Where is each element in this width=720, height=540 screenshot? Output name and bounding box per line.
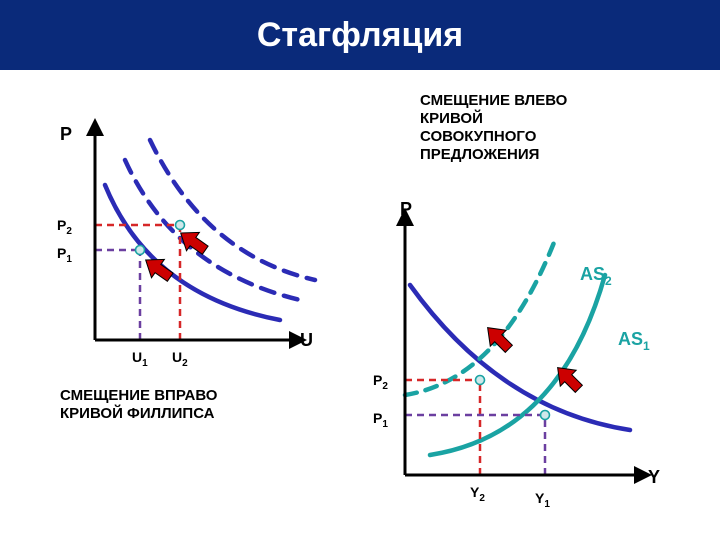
- svg-text:U2: U2: [172, 349, 188, 369]
- svg-text:P2: P2: [57, 217, 72, 237]
- diagram-area: P U P2 P1 U1 U2 СМЕЩЕНИЕ ВПРАВОКРИВОЙ ФИЛЛИПСА…: [0, 70, 720, 540]
- svg-text:Y: Y: [648, 467, 660, 487]
- svg-text:P: P: [60, 124, 72, 144]
- svg-text:P1: P1: [373, 410, 388, 430]
- svg-text:U1: U1: [132, 349, 148, 369]
- svg-text:AS1: AS1: [618, 329, 650, 353]
- header-bar: Стагфляция: [0, 0, 720, 70]
- svg-text:P1: P1: [57, 245, 72, 265]
- svg-text:P2: P2: [373, 372, 388, 392]
- svg-text:P: P: [400, 199, 412, 219]
- diagram-svg: P U P2 P1 U1 U2 СМЕЩЕНИЕ ВПРАВОКРИВОЙ ФИЛЛИПСА…: [0, 70, 720, 540]
- svg-text:СМЕЩЕНИЕ ВПРАВОКРИВОЙ ФИЛЛИПС: СМЕЩЕНИЕ ВПРАВОКРИВОЙ ФИЛЛИПСА: [60, 387, 218, 422]
- svg-text:AS2: AS2: [580, 264, 612, 288]
- svg-text:СМЕЩЕНИЕ ВЛЕВОКРИВОЙСОВОКУПНОГ: СМЕЩЕНИЕ ВЛЕВОКРИВОЙСОВОКУПНОГОПРЕДЛОЖЕН…: [420, 92, 568, 163]
- svg-text:U: U: [300, 330, 313, 350]
- page-title: Стагфляция: [257, 16, 463, 55]
- svg-text:Y1: Y1: [535, 490, 550, 510]
- svg-text:Y2: Y2: [470, 484, 485, 504]
